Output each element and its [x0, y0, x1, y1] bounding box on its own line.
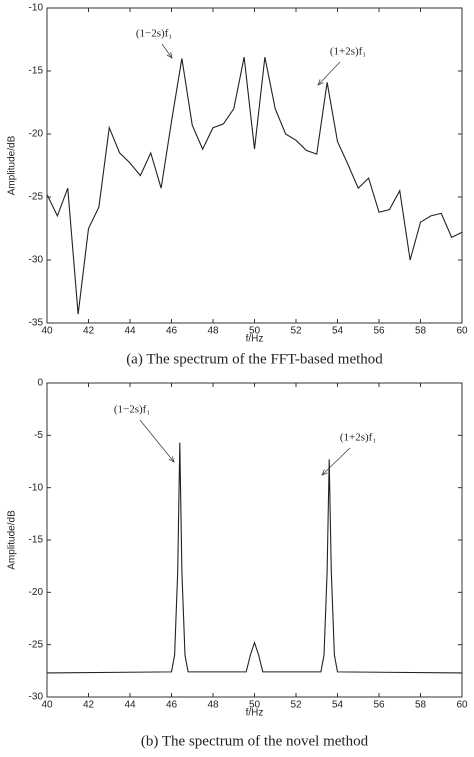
annotation: (1+2s)f₁ — [340, 432, 376, 444]
y-tick-label: -25 — [29, 639, 44, 650]
x-tick-label: 40 — [41, 700, 53, 711]
plot-frame — [46, 7, 463, 324]
x-tick-label: 52 — [290, 326, 302, 337]
y-tick-label: -20 — [29, 129, 44, 140]
arrow-head — [317, 79, 324, 86]
arrow-head — [321, 469, 328, 476]
y-tick-label: -15 — [29, 535, 44, 546]
x-tick-label: 48 — [207, 326, 219, 337]
y-tick-label: -30 — [29, 692, 44, 703]
caption: (a) The spectrum of the FFT-based method — [126, 351, 383, 367]
x-tick-label: 46 — [166, 700, 178, 711]
x-tick-label: 60 — [456, 326, 468, 337]
x-tick-label: 42 — [83, 700, 95, 711]
y-tick-label: -30 — [29, 255, 44, 266]
x-tick-label: 46 — [166, 326, 178, 337]
x-tick-label: 58 — [415, 700, 427, 711]
plot-frame — [46, 382, 463, 698]
annotation: (1−2s)f₁ — [136, 28, 172, 40]
y-tick-label: -25 — [29, 192, 44, 203]
y-axis-label: Amplitude/dB — [7, 510, 18, 570]
x-tick-label: 44 — [124, 326, 136, 337]
x-tick-label: 54 — [332, 700, 344, 711]
y-tick-label: 0 — [37, 378, 43, 389]
x-tick-label: 56 — [373, 326, 385, 337]
annotation-arrow — [139, 419, 175, 463]
arrow-head — [168, 456, 175, 463]
caption: (b) The spectrum of the novel method — [141, 733, 369, 749]
y-tick-label: -10 — [29, 482, 44, 493]
y-tick-label: -5 — [34, 430, 43, 441]
spectrum-line — [46, 442, 463, 674]
annotation: (1−2s)f₁ — [114, 404, 150, 416]
x-tick-label: 40 — [41, 326, 53, 337]
x-tick-label: 48 — [207, 700, 219, 711]
x-axis-label: f/Hz — [246, 334, 264, 345]
x-tick-label: 52 — [290, 700, 302, 711]
x-tick-label: 50 — [249, 326, 261, 337]
annotation-arrow — [321, 447, 351, 476]
spectrum-line — [46, 57, 463, 315]
x-tick-label: 42 — [83, 326, 95, 337]
x-tick-label: 56 — [373, 700, 385, 711]
x-tick-label: 60 — [456, 700, 468, 711]
y-tick-label: -20 — [29, 587, 44, 598]
y-tick-label: -10 — [29, 3, 44, 14]
y-tick-label: -35 — [29, 318, 44, 329]
arrow-head — [166, 52, 173, 59]
x-axis-label: f/Hz — [246, 708, 264, 719]
annotation-arrow — [161, 43, 173, 59]
annotation-arrow — [317, 61, 341, 86]
annotation: (1+2s)f₁ — [330, 46, 366, 58]
y-axis-label: Amplitude/dB — [7, 135, 18, 195]
x-tick-label: 58 — [415, 326, 427, 337]
x-tick-label: 50 — [249, 700, 261, 711]
x-tick-label: 54 — [332, 326, 344, 337]
y-tick-label: -15 — [29, 66, 44, 77]
x-tick-label: 44 — [124, 700, 136, 711]
